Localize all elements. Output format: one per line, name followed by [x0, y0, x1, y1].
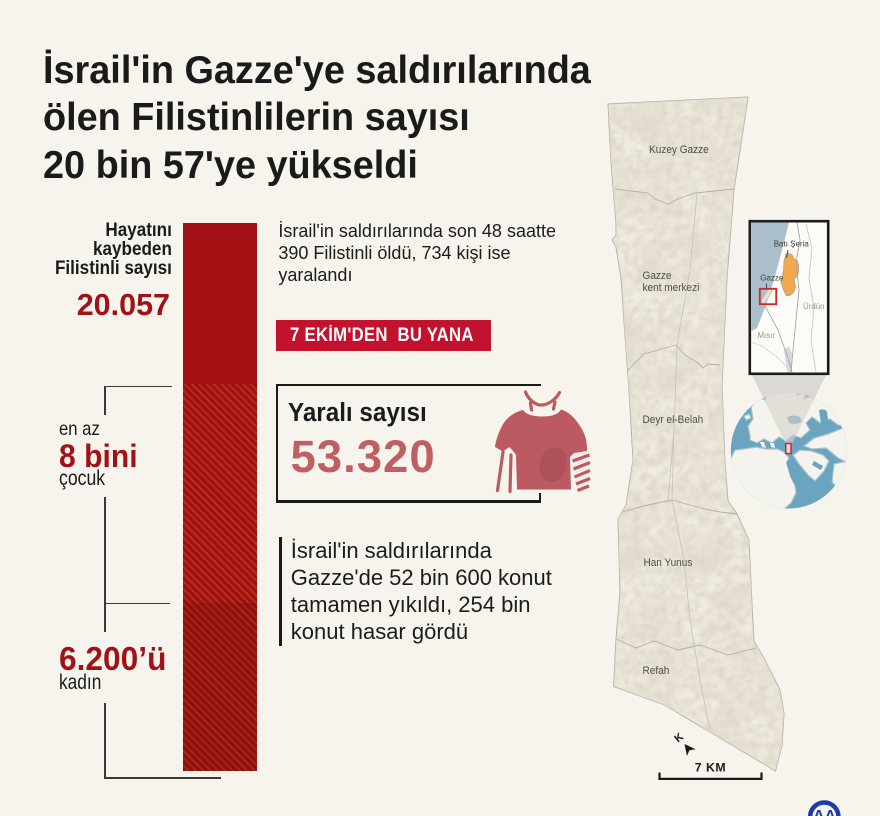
svg-text:Han Yunus: Han Yunus [643, 558, 692, 569]
svg-text:kent merkezi: kent merkezi [643, 283, 700, 294]
svg-text:Gazze: Gazze [760, 272, 783, 282]
svg-text:Refah: Refah [643, 666, 670, 677]
svg-text:K: K [672, 731, 686, 745]
svg-text:Kuzey Gazze: Kuzey Gazze [649, 145, 709, 156]
svg-text:Gazze: Gazze [643, 271, 672, 282]
svg-text:Mısır: Mısır [757, 331, 775, 340]
svg-text:Deyr el-Belah: Deyr el-Belah [643, 415, 704, 426]
svg-text:Ürdün: Ürdün [803, 301, 825, 311]
svg-text:AA: AA [813, 807, 836, 816]
svg-text:7 KM: 7 KM [695, 761, 726, 775]
svg-text:Batı Şeria: Batı Şeria [774, 238, 809, 248]
